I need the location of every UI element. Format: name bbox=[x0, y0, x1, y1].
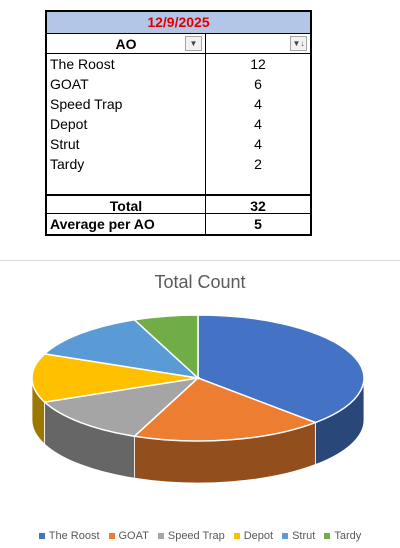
table-row: Strut 4 bbox=[47, 134, 310, 154]
legend-item: Strut bbox=[282, 530, 315, 542]
legend-swatch bbox=[282, 533, 289, 539]
chart-title: Total Count bbox=[154, 272, 246, 292]
pie-slice-tardy bbox=[132, 314, 199, 380]
count-cell: 12 bbox=[250, 56, 266, 72]
pie-slice-depot bbox=[31, 353, 199, 403]
table-row: The Roost 12 bbox=[47, 54, 310, 74]
count-cell: 6 bbox=[254, 76, 262, 92]
table-row: Tardy 2 bbox=[47, 154, 310, 174]
chart-divider bbox=[0, 260, 400, 261]
count-cell: 4 bbox=[254, 116, 262, 132]
table-row: Depot 4 bbox=[47, 114, 310, 134]
legend-label: Speed Trap bbox=[167, 530, 225, 542]
chart-legend: The Roost GOAT Speed Trap Depot Strut Tardy bbox=[0, 530, 400, 542]
table-row: GOAT 6 bbox=[47, 74, 310, 94]
legend-swatch bbox=[157, 533, 164, 539]
average-value: 5 bbox=[254, 216, 262, 232]
legend-item: GOAT bbox=[108, 530, 149, 542]
ao-header-label: AO bbox=[115, 36, 137, 52]
blank-row bbox=[47, 174, 310, 194]
count-column-header: ▼↓ bbox=[206, 34, 310, 53]
ao-name-cell: The Roost bbox=[47, 54, 206, 74]
legend-swatch bbox=[324, 533, 331, 539]
count-cell: 4 bbox=[254, 136, 262, 152]
legend-item: Speed Trap bbox=[157, 530, 225, 542]
legend-label: Strut bbox=[292, 530, 316, 542]
legend-item: Depot bbox=[233, 530, 274, 542]
total-row: Total 32 bbox=[47, 194, 310, 214]
table-row: Speed Trap 4 bbox=[47, 94, 310, 114]
pie-chart bbox=[31, 314, 365, 484]
ao-name-cell: Speed Trap bbox=[47, 94, 206, 114]
legend-swatch bbox=[38, 533, 45, 539]
legend-item: Tardy bbox=[324, 530, 361, 542]
count-cell: 4 bbox=[254, 96, 262, 112]
average-row: Average per AO 5 bbox=[47, 214, 310, 234]
ao-name-cell: Tardy bbox=[47, 154, 206, 174]
ao-name-cell: Strut bbox=[47, 134, 206, 154]
legend-label: Tardy bbox=[334, 530, 362, 542]
date-header: 12/9/2025 bbox=[47, 12, 310, 34]
total-value: 32 bbox=[250, 198, 266, 214]
ao-count-table: 12/9/2025 AO ▼ ▼↓ The Roost 12 GOAT 6 Speed … bbox=[45, 10, 312, 236]
pie-slice-the-roost bbox=[197, 314, 365, 424]
average-label: Average per AO bbox=[47, 214, 206, 234]
legend-label: The Roost bbox=[48, 530, 100, 542]
legend-item: The Roost bbox=[38, 530, 100, 542]
ao-column-header: AO ▼ bbox=[47, 34, 206, 53]
column-header-row: AO ▼ ▼↓ bbox=[47, 34, 310, 54]
count-cell: 2 bbox=[254, 156, 262, 172]
legend-swatch bbox=[108, 533, 115, 539]
legend-label: Depot bbox=[243, 530, 274, 542]
ao-name-cell: Depot bbox=[47, 114, 206, 134]
pie-slice-speed-trap bbox=[42, 376, 201, 438]
ao-name-cell: GOAT bbox=[47, 74, 206, 94]
pie-slice-goat bbox=[132, 377, 318, 442]
legend-swatch bbox=[233, 533, 240, 539]
filter-dropdown-button[interactable]: ▼ bbox=[185, 36, 202, 51]
sort-descending-button[interactable]: ▼↓ bbox=[290, 36, 307, 51]
pie-slice-strut bbox=[42, 318, 201, 380]
total-label: Total bbox=[47, 196, 206, 214]
legend-label: GOAT bbox=[118, 530, 149, 542]
